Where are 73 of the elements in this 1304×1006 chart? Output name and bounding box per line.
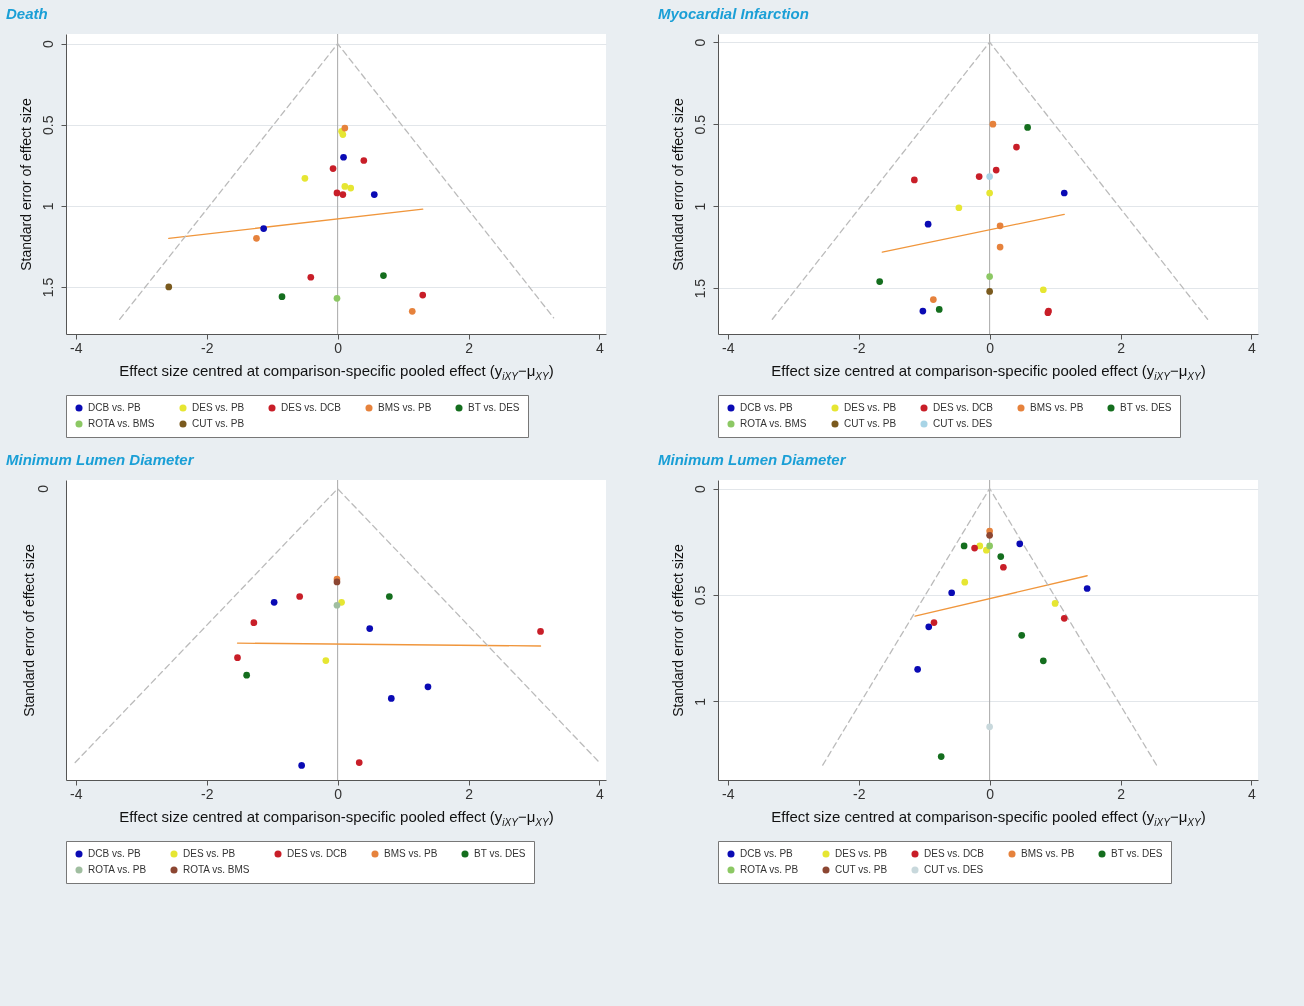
legend-label: ROTA vs. BMS xyxy=(88,418,155,429)
legend-label: BT vs. DES xyxy=(474,848,526,859)
x-tick-label: -2 xyxy=(201,785,214,802)
y-axis-title: Standard error of effect size xyxy=(669,98,686,271)
y-tick-label: 0.5 xyxy=(691,114,708,135)
x-tick-label: 2 xyxy=(1117,785,1126,802)
legend-label: ROTA vs. BMS xyxy=(740,418,807,429)
y-tick-label: 0 xyxy=(691,38,708,47)
legend-label: DES vs. DCB xyxy=(933,402,994,413)
x-axis-title: Effect size centred at comparison-specific pooled effect (y$_{iXY}$−μ$_{XY}$) xyxy=(771,807,1206,828)
legend-label: DES vs. PB xyxy=(835,848,888,859)
legend-label: DCB vs. PB xyxy=(88,402,142,413)
x-tick-label: -4 xyxy=(70,785,83,802)
y-tick-label: 0.5 xyxy=(691,585,708,606)
legend-label: BMS vs. PB xyxy=(378,402,432,413)
x-axis-title: Effect size centred at comparison-specific pooled effect (y$_{iXY}$−μ$_{XY}$) xyxy=(119,807,554,828)
x-tick-label: -4 xyxy=(70,339,83,356)
legend-label: CUT vs. PB xyxy=(844,418,897,429)
x-tick-label: 0 xyxy=(986,339,995,356)
legend-label: DES vs. DCB xyxy=(281,402,342,413)
legend-label: DES vs. DCB xyxy=(287,848,348,859)
x-tick-label: 0 xyxy=(986,785,995,802)
legend-label: DES vs. PB xyxy=(183,848,236,859)
legend-label: CUT vs. DES xyxy=(933,418,993,429)
y-axis-title: Standard error of effect size xyxy=(17,98,34,271)
y-tick-label: 0 xyxy=(39,40,56,49)
y-tick-label: 0.5 xyxy=(39,115,56,136)
x-tick-label: -2 xyxy=(853,339,866,356)
x-tick-label: -2 xyxy=(201,339,214,356)
x-tick-label: 2 xyxy=(465,339,474,356)
x-tick-label: 2 xyxy=(1117,339,1126,356)
x-tick-label: 0 xyxy=(334,785,343,802)
legend-label: CUT vs. PB xyxy=(835,864,888,875)
x-tick-label: 4 xyxy=(596,785,605,802)
x-tick-label: 4 xyxy=(1248,785,1257,802)
x-tick-label: -4 xyxy=(722,339,735,356)
chart-title: Minimum Lumen Diameter xyxy=(6,450,195,468)
x-tick-label: 4 xyxy=(1248,339,1257,356)
legend-label: ROTA vs. PB xyxy=(740,864,799,875)
legend-label: DES vs. PB xyxy=(844,402,897,413)
y-tick-label: 1 xyxy=(691,697,708,706)
y-axis-title: Standard error of effect size xyxy=(669,544,686,717)
y-axis-title: Standard error of effect size xyxy=(20,544,37,717)
legend-label: BT vs. DES xyxy=(468,402,520,413)
y-tick-label: 1.5 xyxy=(691,278,708,299)
x-tick-label: -4 xyxy=(722,785,735,802)
x-axis-title: Effect size centred at comparison-specific pooled effect (y$_{iXY}$−μ$_{XY}$) xyxy=(771,361,1206,382)
legend-label: BMS vs. PB xyxy=(384,848,438,859)
x-tick-label: -2 xyxy=(853,785,866,802)
x-axis-title: Effect size centred at comparison-specific pooled effect (y$_{iXY}$−μ$_{XY}$) xyxy=(119,361,554,382)
chart-title: Death xyxy=(6,4,48,22)
legend-label: BT vs. DES xyxy=(1111,848,1163,859)
y-tick-label: 1.5 xyxy=(39,277,56,298)
x-tick-label: 2 xyxy=(465,785,474,802)
legend-label: DCB vs. PB xyxy=(740,848,794,859)
legend-label: BT vs. DES xyxy=(1120,402,1172,413)
legend-label: BMS vs. PB xyxy=(1021,848,1075,859)
y-tick-label: 0 xyxy=(691,484,708,493)
y-tick-label: 1 xyxy=(39,202,56,211)
x-tick-label: 0 xyxy=(334,339,343,356)
chart-title: Minimum Lumen Diameter xyxy=(658,450,847,468)
y-tick-label: 1 xyxy=(691,202,708,211)
legend-label: CUT vs. PB xyxy=(192,418,245,429)
legend-label: DES vs. PB xyxy=(192,402,245,413)
legend-label: ROTA vs. BMS xyxy=(183,864,250,875)
legend-label: CUT vs. DES xyxy=(924,864,984,875)
legend-label: BMS vs. PB xyxy=(1030,402,1084,413)
legend-label: DCB vs. PB xyxy=(88,848,142,859)
legend-label: DES vs. DCB xyxy=(924,848,985,859)
legend-label: DCB vs. PB xyxy=(740,402,794,413)
x-tick-label: 4 xyxy=(596,339,605,356)
chart-title: Myocardial Infarction xyxy=(658,4,809,22)
legend-label: ROTA vs. PB xyxy=(88,864,147,875)
